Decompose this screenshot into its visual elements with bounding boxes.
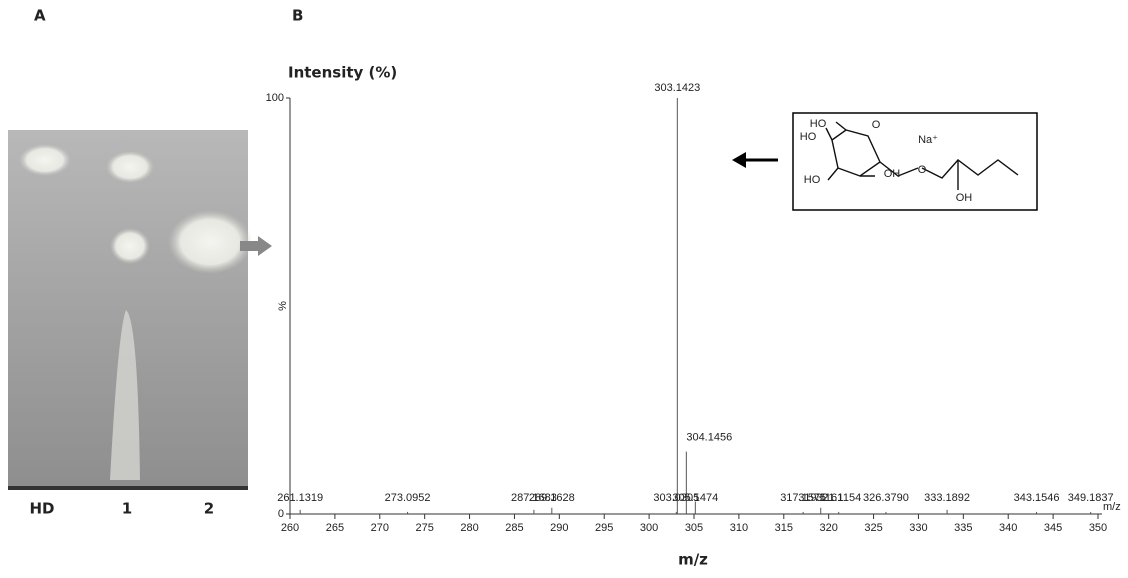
- peak-label: 289.1628: [529, 492, 575, 504]
- peak-label: 319.1161: [798, 492, 843, 504]
- x-tick-label: 270: [371, 522, 389, 534]
- peak-label: 343.1546: [1014, 492, 1060, 504]
- peak-label: 333.1892: [924, 492, 970, 504]
- x-tick-label: 260: [281, 522, 299, 534]
- structure-label: O: [872, 119, 881, 131]
- x-tick-label: 285: [505, 522, 523, 534]
- structure-label: OH: [884, 168, 901, 180]
- arrow: [240, 236, 272, 256]
- x-tick-label: 340: [999, 522, 1017, 534]
- y-axis-title: Intensity (%): [288, 64, 397, 82]
- x-tick-label: 330: [909, 522, 927, 534]
- peak-label: 317.1575: [780, 492, 826, 504]
- tlc-plate: [8, 130, 252, 490]
- lane-label: HD: [29, 500, 54, 518]
- peak-label: 261.1319: [277, 492, 323, 504]
- x-tick-label: 280: [460, 522, 478, 534]
- peak-label: 304.1456: [686, 432, 732, 444]
- peak-label: 303.0305: [653, 492, 699, 504]
- peak-label: 273.0952: [385, 492, 431, 504]
- y-tick-label: 100: [266, 92, 284, 104]
- x-tick-label: 275: [415, 522, 433, 534]
- structure-label: HO: [800, 131, 817, 143]
- lane-label: 1: [122, 500, 132, 518]
- x-axis-title: m/z: [678, 551, 708, 569]
- y-mid-label: %: [277, 301, 289, 311]
- peak-label: 326.3790: [863, 492, 909, 504]
- peak-label: 305.1474: [672, 492, 718, 504]
- x-tick-label: 265: [326, 522, 344, 534]
- structure-label: Na⁺: [918, 134, 938, 146]
- panel-label: A: [34, 7, 46, 25]
- x-tick-label: 310: [730, 522, 748, 534]
- x-tick-label: 290: [550, 522, 568, 534]
- x-axis-unit: m/z: [1103, 501, 1121, 513]
- x-tick-label: 345: [1044, 522, 1062, 534]
- structure-label: HO: [804, 174, 821, 186]
- x-tick-label: 300: [640, 522, 658, 534]
- x-tick-label: 320: [819, 522, 837, 534]
- peak-label: 287.1683: [511, 492, 557, 504]
- lane-label: 2: [204, 500, 214, 518]
- structure-label: O: [918, 164, 927, 176]
- x-tick-label: 305: [685, 522, 703, 534]
- structure-label: OH: [956, 192, 973, 204]
- y-tick-label: 0: [278, 508, 284, 520]
- structure-box: [732, 112, 1038, 211]
- x-tick-label: 315: [775, 522, 793, 534]
- peak-label: 303.1423: [654, 82, 700, 94]
- structure-label: HO: [810, 118, 827, 130]
- x-tick-label: 295: [595, 522, 613, 534]
- x-tick-label: 325: [864, 522, 882, 534]
- peak-label: 349.1837: [1068, 492, 1114, 504]
- x-tick-label: 335: [954, 522, 972, 534]
- peak-label: 321.1154: [816, 492, 861, 504]
- x-tick-label: 350: [1089, 522, 1107, 534]
- panel-label: B: [292, 7, 303, 25]
